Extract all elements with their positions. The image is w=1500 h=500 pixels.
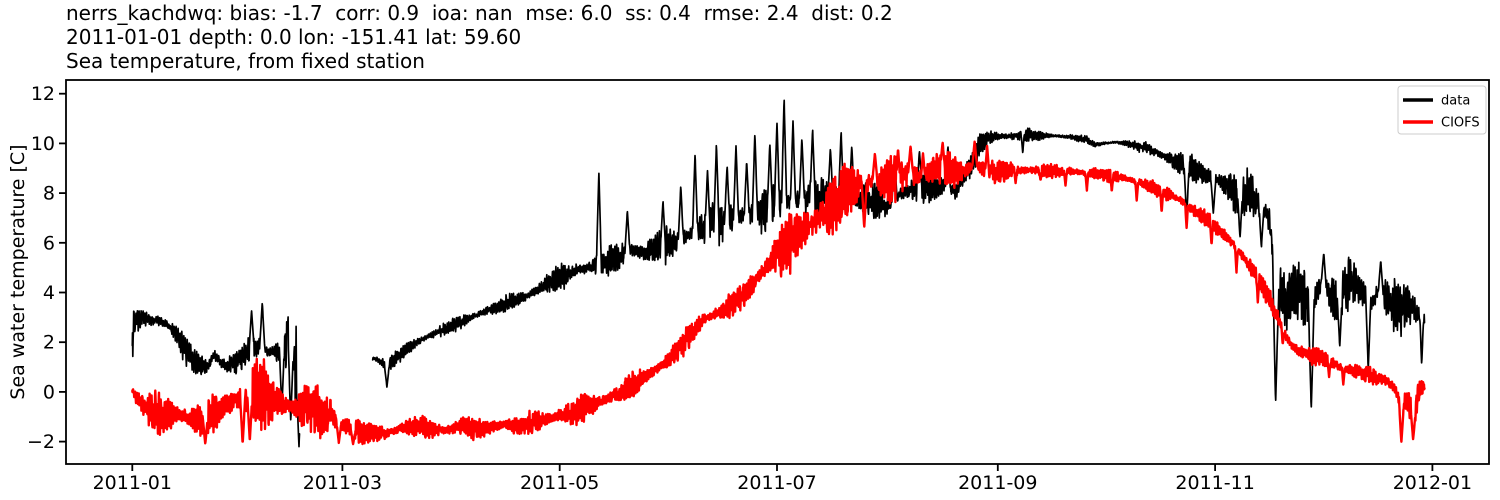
x-tick-label: 2011-03 (303, 472, 382, 494)
y-tick-label: 6 (43, 232, 55, 254)
legend: data CIOFS (1397, 85, 1487, 135)
x-tick-label: 2011-01 (93, 472, 172, 494)
series-data (131, 99, 1426, 448)
x-tick-label: 2011-11 (1175, 472, 1254, 494)
legend-label-CIOFS: CIOFS (1441, 116, 1480, 131)
y-tick-label: −2 (27, 431, 55, 453)
series-lines (131, 99, 1426, 448)
y-tick-label: 12 (31, 83, 55, 105)
title-line-subtitle: Sea temperature, from fixed station (66, 49, 425, 73)
y-tick-label: 0 (43, 381, 55, 403)
series-line-data (131, 302, 301, 448)
y-tick-label: 10 (31, 133, 55, 155)
series-line-data (371, 99, 1426, 408)
x-tick-label: 2011-07 (737, 472, 816, 494)
y-tick-label: 8 (43, 183, 55, 205)
title-line-metadata: 2011-01-01 depth: 0.0 lon: -151.41 lat: … (66, 25, 521, 49)
title-line-stats: nerrs_kachdwq: bias: -1.7 corr: 0.9 ioa:… (66, 1, 893, 25)
y-tick-label: 2 (43, 332, 55, 354)
series-line-CIOFS (131, 140, 1426, 446)
y-tick-label: 4 (43, 282, 55, 304)
x-tick-label: 2011-05 (520, 472, 599, 494)
x-tick-label: 2012-01 (1393, 472, 1472, 494)
x-tick-label: 2011-09 (958, 472, 1037, 494)
axes: 2011-01 2011-03 2011-05 2011-07 2011-09 2011-… (27, 79, 1490, 494)
series-CIOFS (131, 140, 1426, 446)
y-axis-label: Sea water temperature [C] (7, 144, 29, 399)
legend-label-data: data (1441, 94, 1470, 109)
